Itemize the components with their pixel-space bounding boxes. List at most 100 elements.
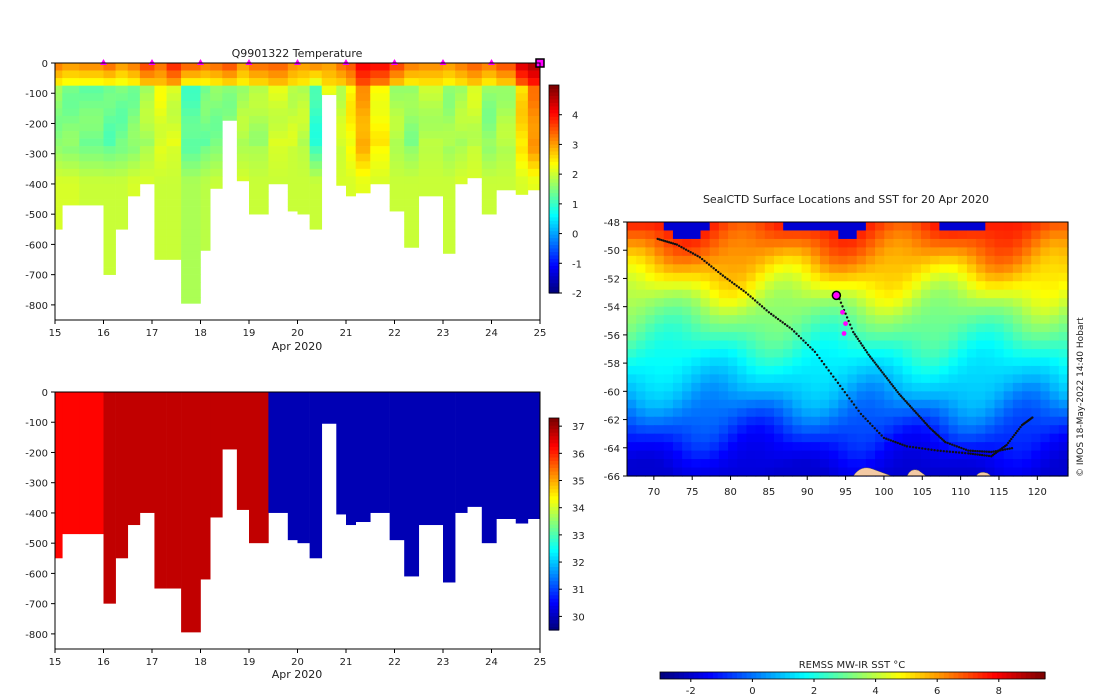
sst-cell <box>966 365 977 375</box>
track-point <box>985 454 988 457</box>
sst-cell <box>1022 349 1032 359</box>
sst-cell <box>948 442 959 452</box>
sst-cell <box>893 272 904 282</box>
colorbar-swatch <box>775 672 781 679</box>
sst-cell <box>1012 340 1023 350</box>
second-section-cell <box>467 392 483 507</box>
sst-cell <box>994 247 1005 257</box>
sst-cell <box>691 357 702 367</box>
colorbar-swatch <box>924 672 931 679</box>
temperature-cell <box>515 123 529 132</box>
sst-cell <box>884 315 895 325</box>
sst-cell <box>663 374 674 384</box>
sst-cell <box>700 450 711 460</box>
sst-cell <box>994 365 1005 375</box>
sst-cell <box>948 408 959 418</box>
sst-cell <box>801 255 812 265</box>
sst-cell <box>1003 433 1014 443</box>
sst-cell <box>645 332 656 342</box>
temperature-cell <box>166 183 182 192</box>
temperature-cell <box>62 115 80 124</box>
colorbar-frame <box>659 671 1046 680</box>
track-point <box>907 403 910 406</box>
track-point <box>682 247 685 250</box>
sst-cell <box>746 467 757 477</box>
y-tick-label: -300 <box>25 150 48 161</box>
temperature-cell <box>181 138 201 147</box>
sst-cell <box>645 340 656 350</box>
sst-cell <box>985 442 996 452</box>
second-section-x-label: Apr 2020 <box>272 668 323 681</box>
temperature-cell <box>181 100 201 109</box>
temperature-cell <box>515 176 529 185</box>
sst-cell <box>985 433 996 443</box>
sst-cell <box>847 332 858 342</box>
track-point <box>804 341 807 344</box>
sst-cell <box>700 408 711 418</box>
sst-cell <box>957 272 968 282</box>
sst-cell <box>663 357 674 367</box>
sst-cell <box>893 365 904 375</box>
track-point <box>928 426 932 430</box>
temperature-cell <box>115 153 129 162</box>
sst-cell <box>1040 416 1051 426</box>
track-point <box>742 289 745 293</box>
sst-cell <box>709 374 720 384</box>
colorbar-swatch <box>549 216 559 221</box>
sst-cell <box>691 289 702 299</box>
temperature-cell <box>404 100 420 109</box>
sst-cell <box>985 425 996 435</box>
sst-cell <box>985 416 996 426</box>
sst-cell <box>930 450 940 460</box>
sst-cell <box>856 391 867 401</box>
colorbar-swatch <box>549 506 559 511</box>
temperature-cell <box>79 183 104 192</box>
x-tick-label: 70 <box>647 487 660 498</box>
sst-cell <box>1012 272 1023 282</box>
sst-cell <box>755 306 766 316</box>
temperature-cell <box>355 100 371 109</box>
sst-cell <box>709 272 720 282</box>
sst-cell <box>921 255 931 265</box>
temperature-cell <box>200 123 211 132</box>
temperature-cell <box>309 221 323 230</box>
sst-cell <box>966 247 977 257</box>
track-point <box>740 287 743 291</box>
track-point <box>921 447 924 450</box>
sst-cell <box>728 340 738 350</box>
sst-cell <box>829 272 839 282</box>
temperature-cell <box>55 115 63 124</box>
profile-marker <box>100 59 107 65</box>
temperature-cell <box>404 221 420 230</box>
temperature-cell <box>309 199 323 207</box>
sst-cell <box>801 425 812 435</box>
colorbar-swatch <box>549 237 559 242</box>
temperature-cell <box>62 153 80 162</box>
track-point <box>882 373 886 376</box>
track-point <box>950 443 954 446</box>
sst-cell <box>1022 255 1032 265</box>
sst-cell <box>627 433 637 443</box>
sst-cell <box>1022 298 1032 308</box>
track-point <box>844 312 847 315</box>
track-point <box>861 344 864 347</box>
sst-cell <box>838 323 849 333</box>
temperature-cell <box>103 123 116 132</box>
sst-cell <box>1022 323 1032 333</box>
colorbar-swatch <box>549 150 559 155</box>
colorbar-swatch <box>549 241 559 246</box>
sst-cell <box>921 281 931 291</box>
current-position <box>831 290 842 301</box>
colorbar-swatch <box>818 672 825 679</box>
sst-cell <box>728 247 738 257</box>
second-section-cell <box>181 392 201 633</box>
temperature-cell <box>481 199 497 207</box>
sst-cell <box>627 230 637 240</box>
sst-cell <box>764 467 775 477</box>
sst-cell <box>728 298 738 308</box>
sst-cell <box>627 323 637 333</box>
temperature-cell <box>467 100 483 109</box>
sst-cell <box>884 349 895 359</box>
sst-cell <box>718 433 729 443</box>
sst-cell <box>930 340 940 350</box>
